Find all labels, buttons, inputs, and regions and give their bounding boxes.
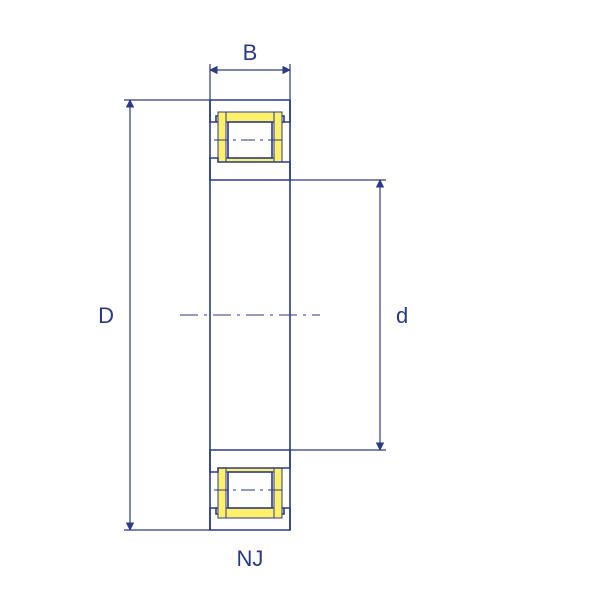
label-B: B	[243, 40, 258, 65]
label-type: NJ	[237, 546, 264, 571]
label-d: d	[396, 303, 408, 328]
label-D: D	[98, 303, 114, 328]
cage-outer-band	[218, 508, 282, 518]
cage-outer-band	[218, 112, 282, 122]
inner-ring	[210, 450, 290, 472]
inner-ring	[210, 158, 290, 180]
